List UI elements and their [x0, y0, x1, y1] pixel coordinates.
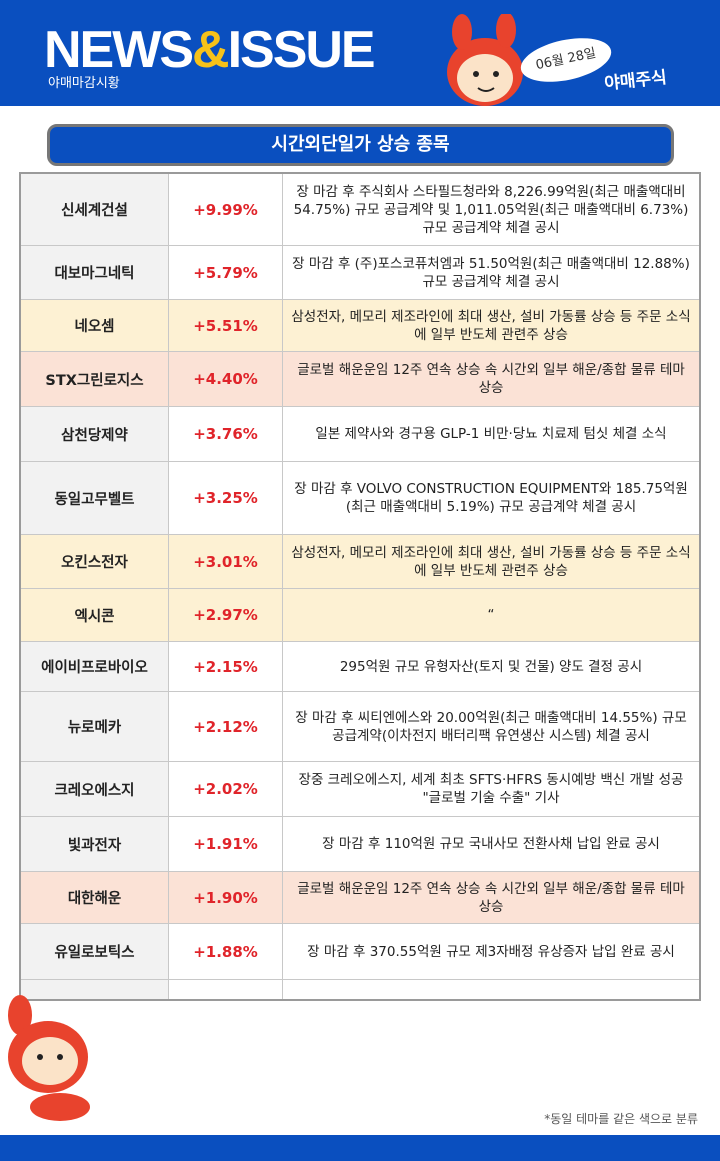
description: 글로벌 해운운임 12주 연속 상승 속 시간외 일부 해운/종합 물류 테마 …	[283, 352, 699, 406]
change: +2.15%	[169, 642, 283, 691]
stock-name: 뉴로메카	[21, 692, 169, 761]
table-row: 대한해운 +1.90% 글로벌 해운운임 12주 연속 상승 속 시간외 일부 해운…	[21, 872, 699, 924]
description: 장 마감 후 (주)포스코퓨처엠과 51.50억원(최근 매출액대비 12.88…	[292, 255, 690, 290]
table-row: 크레오에스지 +2.02% 장중 크레오에스지, 세계 최초 SFTS·HFRS 동…	[21, 762, 699, 817]
change: +5.79%	[169, 246, 283, 299]
table-row: 엑시콘 +2.97% “	[21, 589, 699, 642]
description: 일본 제약사와 경구용 GLP-1 비만·당뇨 치료제 텀싯 체결 소식	[315, 426, 667, 442]
description: 장 마감 후 씨티엔에스와 20.00억원(최근 매출액대비 14.55%) 규…	[295, 709, 687, 744]
table-row: 동일고무벨트 +3.25% 장 마감 후 VOLVO CONSTRUCTION EQ…	[21, 462, 699, 535]
logo: NEWS&ISSUE	[44, 20, 376, 80]
description: 장 마감 후 110억원 규모 국내사모 전환사채 납입 완료 공시	[322, 836, 660, 852]
stock-name: 유일로보틱스	[21, 924, 169, 979]
description: 장중 크레오에스지, 세계 최초 SFTS·HFRS 동시예방 백신 개발 성공…	[298, 772, 684, 806]
table: 신세계건설 +9.99% 장 마감 후 주식회사 스타필드청라와 8,226.99억…	[19, 172, 701, 1001]
empty-cell	[21, 980, 169, 999]
change: +3.76%	[169, 407, 283, 461]
change: +3.01%	[169, 535, 283, 588]
description: 장 마감 후 370.55억원 규모 제3자배정 유상증자 납입 완료 공시	[307, 943, 675, 960]
change: +2.97%	[169, 589, 283, 641]
table-row: 오킨스전자 +3.01% 삼성전자, 메모리 제조라인에 최대 생산, 설비 가동률…	[21, 535, 699, 589]
table-row: 삼천당제약 +3.76% 일본 제약사와 경구용 GLP-1 비만·당뇨 치료제 텀…	[21, 407, 699, 462]
empty-cell	[283, 980, 699, 999]
stock-name: 네오셈	[21, 300, 169, 351]
stock-name: 동일고무벨트	[21, 462, 169, 534]
description: “	[283, 589, 699, 641]
table-row: 대보마그네틱 +5.79% 장 마감 후 (주)포스코퓨처엠과 51.50억원(최근…	[21, 246, 699, 300]
mascot	[8, 995, 90, 1121]
header-band: NEWS&ISSUE 야매마감시황 06월 28일 야매주식	[0, 0, 720, 106]
mascot	[447, 14, 523, 106]
stock-name: 에이비프로바이오	[21, 642, 169, 691]
table-row: 에이비프로바이오 +2.15% 295억원 규모 유형자산(토지 및 건물) 양도 …	[21, 642, 699, 692]
section-title: 시간외단일가 상승 종목	[47, 124, 674, 166]
table-row: STX그린로지스 +4.40% 글로벌 해운운임 12주 연속 상승 속 시간외 일…	[21, 352, 699, 407]
table-row: 빛과전자 +1.91% 장 마감 후 110억원 규모 국내사모 전환사채 납입 완…	[21, 817, 699, 872]
change: +2.12%	[169, 692, 283, 761]
change: +1.90%	[169, 872, 283, 923]
change: +9.99%	[169, 174, 283, 245]
footer-band	[0, 1135, 720, 1161]
description: 장 마감 후 VOLVO CONSTRUCTION EQUIPMENT와 185…	[294, 481, 688, 515]
description: 글로벌 해운운임 12주 연속 상승 속 시간외 일부 해운/종합 물류 테마 …	[283, 872, 699, 923]
empty-row	[21, 980, 699, 999]
empty-cell	[169, 980, 283, 999]
stock-name: 신세계건설	[21, 174, 169, 245]
stock-name: 크레오에스지	[21, 762, 169, 816]
footnote: *동일 테마를 같은 색으로 분류	[544, 1112, 698, 1126]
brand: 야매주식	[603, 67, 668, 95]
stock-name: 대한해운	[21, 872, 169, 923]
stock-name: 대보마그네틱	[21, 246, 169, 299]
stock-name: STX그린로지스	[21, 352, 169, 406]
description: 295억원 규모 유형자산(토지 및 건물) 양도 결정 공시	[339, 658, 643, 675]
stock-name: 오킨스전자	[21, 535, 169, 588]
date-badge: 06월 28일	[516, 30, 616, 90]
change: +4.40%	[169, 352, 283, 406]
change: +3.25%	[169, 462, 283, 534]
stock-name: 삼천당제약	[21, 407, 169, 461]
change: +1.88%	[169, 924, 283, 979]
description: 삼성전자, 메모리 제조라인에 최대 생산, 설비 가동률 상승 등 주문 소식…	[283, 535, 699, 588]
table-row: 네오셈 +5.51% 삼성전자, 메모리 제조라인에 최대 생산, 설비 가동률 상…	[21, 300, 699, 352]
stock-name: 빛과전자	[21, 817, 169, 871]
logo-text: NEWS	[44, 21, 194, 79]
table-row: 신세계건설 +9.99% 장 마감 후 주식회사 스타필드청라와 8,226.99억…	[21, 174, 699, 246]
description: 장 마감 후 주식회사 스타필드청라와 8,226.99억원(최근 매출액대비 …	[293, 183, 689, 236]
change: +2.02%	[169, 762, 283, 816]
logo-text: ISSUE	[227, 21, 376, 79]
table-row: 뉴로메카 +2.12% 장 마감 후 씨티엔에스와 20.00억원(최근 매출액대비…	[21, 692, 699, 762]
description: 삼성전자, 메모리 제조라인에 최대 생산, 설비 가동률 상승 등 주문 소식…	[283, 300, 699, 351]
table-row: 유일로보틱스 +1.88% 장 마감 후 370.55억원 규모 제3자배정 유상증…	[21, 924, 699, 980]
subtitle: 야매마감시황	[48, 76, 120, 91]
stock-name: 엑시콘	[21, 589, 169, 641]
logo-amp: &	[192, 21, 230, 79]
change: +5.51%	[169, 300, 283, 351]
change: +1.91%	[169, 817, 283, 871]
